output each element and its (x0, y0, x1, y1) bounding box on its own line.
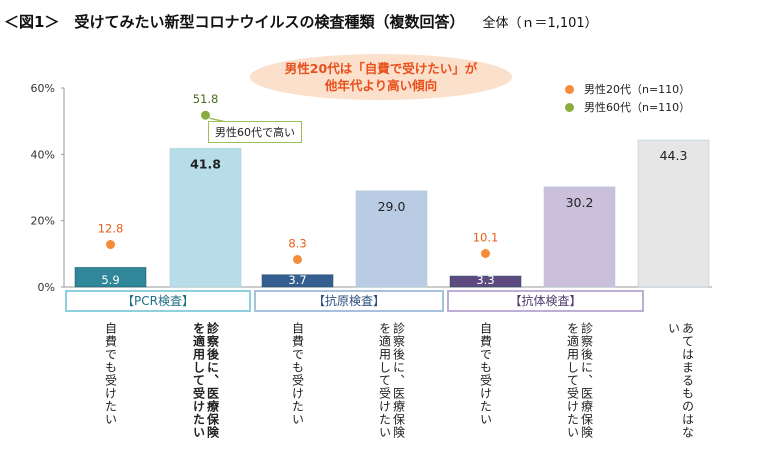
group-pcr: 【PCR検査】 (65, 290, 251, 312)
bar-value-label: 3.7 (288, 273, 306, 287)
group-antibody: 【抗体検査】 (447, 290, 644, 312)
group-antigen: 【抗原検査】 (254, 290, 444, 312)
legend-item-male60s: 男性60代（n=110） (565, 98, 690, 116)
series-point-label: 8.3 (288, 236, 306, 250)
legend-label: 男性60代（n=110） (584, 101, 691, 114)
subtitle-text: 全体（ｎ＝1,101） (482, 16, 598, 31)
category-label: 自費でも受けたい (103, 322, 118, 426)
callout-line-2: 他年代より高い傾向 (324, 78, 438, 93)
bar (169, 147, 242, 288)
bar-value-label: 44.3 (660, 148, 688, 163)
series-point (293, 254, 302, 264)
bar (449, 275, 522, 288)
series-point (481, 249, 490, 259)
legend-label: 男性20代（n=110） (584, 83, 691, 96)
bar (74, 266, 147, 288)
legend: 男性20代（n=110） 男性60代（n=110） (565, 80, 690, 116)
category-label: あてはまるものはない (666, 322, 695, 439)
series-point-label: 10.1 (473, 231, 499, 245)
bar (355, 190, 428, 288)
bar (261, 274, 334, 288)
y-tick-label: 40% (31, 148, 55, 161)
bar (637, 139, 710, 288)
orange-dot-icon (565, 84, 574, 94)
bar (543, 186, 616, 288)
callout-line-1: 男性20代は「自費で受けたい」が (284, 61, 478, 76)
bar-value-label: 5.9 (101, 273, 119, 287)
series-point (106, 240, 115, 250)
title-text: ＜図1＞ 受けてみたい新型コロナウイルスの検査種類（複数回答） (4, 13, 465, 31)
callout-bubble: 男性20代は「自費で受けたい」が 他年代より高い傾向 (250, 54, 512, 100)
green-dot-icon (565, 102, 574, 112)
series-point-label: 12.8 (98, 222, 124, 236)
bar-value-label: 41.8 (190, 156, 221, 171)
y-tick-label: 60% (31, 82, 55, 95)
bar-value-label: 29.0 (378, 199, 406, 214)
category-label: 診察後に、医療保険を適用して受けたい (377, 322, 406, 439)
category-label: 自費でも受けたい (290, 322, 305, 426)
category-label: 診察後に、医療保険を適用して受けたい (191, 322, 220, 439)
chart-title: ＜図1＞ 受けてみたい新型コロナウイルスの検査種類（複数回答） 全体（ｎ＝1,10… (4, 11, 598, 32)
series-point (201, 110, 210, 120)
series-point-label: 51.8 (193, 92, 219, 106)
legend-item-male20s: 男性20代（n=110） (565, 80, 690, 98)
bar-value-label: 30.2 (566, 195, 594, 210)
category-label: 診察後に、医療保険を適用して受けたい (565, 322, 594, 439)
y-tick-label: 20% (31, 215, 55, 228)
annotation-note: 男性60代で高い (208, 121, 302, 143)
category-label: 自費でも受けたい (478, 322, 493, 426)
bar-value-label: 3.3 (476, 273, 494, 287)
y-tick-label: 0% (38, 281, 55, 294)
